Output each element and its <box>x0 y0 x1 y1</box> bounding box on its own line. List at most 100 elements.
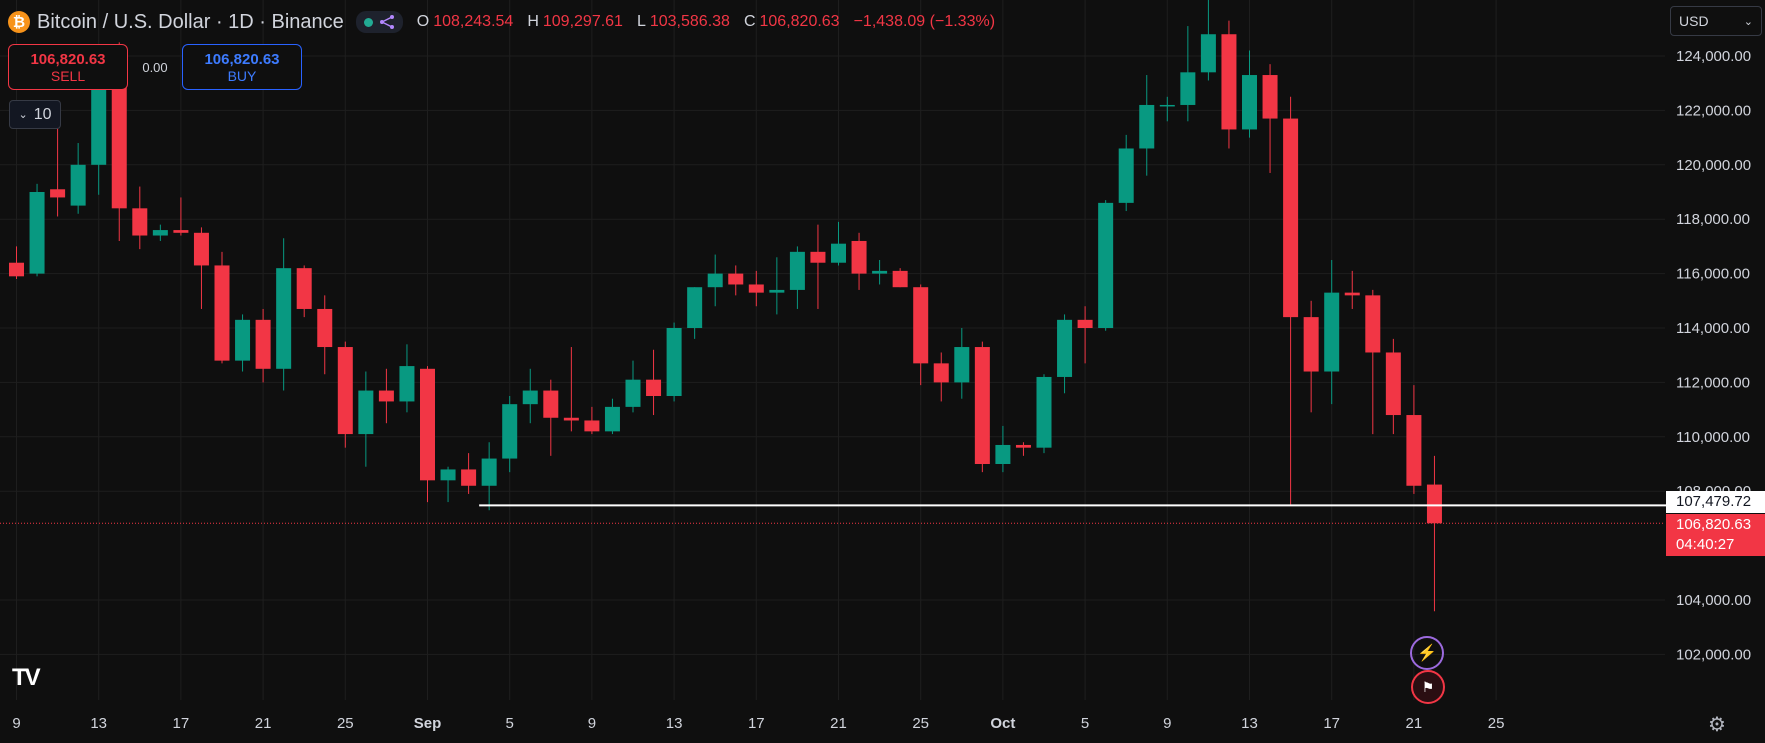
spread-value: 0.00 <box>142 59 168 75</box>
x-tick-label: 25 <box>337 715 354 732</box>
currency-select[interactable]: USD ⌄ <box>1670 6 1762 36</box>
candle-body <box>296 268 312 309</box>
candle-body <box>91 72 107 165</box>
quantity-value: 10 <box>33 105 52 123</box>
symbol-header: ₿ Bitcoin / U.S. Dollar · 1D · Binance O… <box>8 8 1005 36</box>
candle-body <box>1365 295 1381 353</box>
x-tick-label: Oct <box>990 715 1015 732</box>
y-tick-label: 114,000.00 <box>1676 320 1750 337</box>
ohlc-change: −1,438.09 (−1.33%) <box>853 13 996 30</box>
candle-body <box>111 72 127 209</box>
candle-body <box>1406 415 1422 486</box>
candle-body <box>687 287 703 328</box>
candle-body <box>461 469 477 486</box>
candle-body <box>584 420 600 432</box>
x-tick-label: 17 <box>1323 715 1340 732</box>
price-axis: 124,000.00 122,000.00 120,000.00 118,000.00… <box>1676 48 1751 663</box>
x-tick-label: 13 <box>90 715 107 732</box>
candle-body <box>954 347 970 383</box>
candle-body <box>193 232 209 266</box>
y-tick-label: 110,000.00 <box>1676 429 1750 446</box>
candle-body <box>440 469 456 481</box>
candle-body <box>625 379 641 407</box>
x-tick-label: 9 <box>1163 715 1171 732</box>
last-price-value: 106,820.63 <box>1676 516 1752 533</box>
sell-button[interactable]: 106,820.63 SELL <box>8 44 128 90</box>
candle-body <box>1057 319 1073 377</box>
last-price-label[interactable]: 106,820.63 04:40:27 <box>1666 514 1765 556</box>
candles <box>9 0 1442 612</box>
tradingview-logo-icon[interactable]: TV <box>12 664 41 691</box>
x-tick-label: 5 <box>506 715 514 732</box>
y-tick-label: 124,000.00 <box>1676 48 1751 65</box>
candle-body <box>378 390 394 402</box>
bitcoin-icon: ₿ <box>8 11 30 33</box>
x-tick-label: 13 <box>666 715 683 732</box>
candle-body <box>276 268 292 369</box>
candle-body <box>851 240 867 274</box>
candle-body <box>748 284 764 293</box>
candle-body <box>933 363 949 383</box>
symbol-title[interactable]: Bitcoin / U.S. Dollar · 1D · Binance <box>37 10 344 33</box>
share-icon <box>379 15 394 29</box>
candle-body <box>214 265 230 361</box>
lightning-event-icon[interactable]: ⚡ <box>1410 636 1444 670</box>
candle-body <box>1077 319 1093 328</box>
candle-body <box>522 390 538 405</box>
candle-body <box>152 230 168 236</box>
candle-body <box>666 328 682 396</box>
candle-body <box>892 270 908 288</box>
candle-body <box>173 230 189 233</box>
candle-body <box>1262 75 1278 119</box>
horizontal-line-price-label[interactable]: 107,479.72 <box>1666 491 1765 513</box>
candle-body <box>913 287 929 364</box>
gear-icon[interactable]: ⚙ <box>1708 714 1726 736</box>
candle-body <box>50 189 66 198</box>
ohlc-low-value: 103,586.38 <box>649 13 730 30</box>
candle-body <box>789 251 805 290</box>
x-tick-label: 17 <box>173 715 190 732</box>
candle-body <box>563 417 579 421</box>
candle-body <box>810 251 826 263</box>
candle-body <box>1426 484 1442 524</box>
y-tick-label: 120,000.00 <box>1676 157 1751 174</box>
candle-body <box>502 404 518 459</box>
candle-body <box>1159 104 1175 107</box>
candle-body <box>481 458 497 486</box>
x-tick-label: 25 <box>912 715 929 732</box>
ohlc-values: O 108,243.54 H 109,297.61 L 103,586.38 C 106… <box>417 13 1005 31</box>
x-tick-label: 25 <box>1488 715 1505 732</box>
candle-body <box>995 444 1011 464</box>
x-tick-label: 21 <box>1406 715 1423 732</box>
candle-body <box>728 273 744 285</box>
quantity-dropdown[interactable]: ⌄ 10 <box>9 100 61 129</box>
chevron-down-icon: ⌄ <box>1743 15 1753 28</box>
buy-button[interactable]: 106,820.63 BUY <box>182 44 302 90</box>
candle-body <box>707 273 723 288</box>
x-tick-label: 17 <box>748 715 765 732</box>
candle-body <box>831 243 846 263</box>
candle-body <box>1036 376 1052 448</box>
candle-body <box>1324 292 1340 372</box>
candle-body <box>769 289 785 293</box>
y-tick-label: 104,000.00 <box>1676 592 1751 609</box>
market-status-pill[interactable] <box>355 11 403 33</box>
candle-body <box>317 308 333 348</box>
candle-body <box>974 347 990 464</box>
ohlc-open-label: O <box>416 13 430 30</box>
ohlc-close-value: 106,820.63 <box>759 13 840 30</box>
candle-body <box>646 379 662 396</box>
candle-body <box>1098 202 1114 328</box>
ohlc-high-label: H <box>527 13 539 30</box>
time-axis: 9 13 17 21 25 Sep 5 9 13 17 21 25 Oct 5 9 13 17 21 25 <box>12 715 1504 732</box>
us-flag-event-icon[interactable]: ⚑ <box>1411 670 1445 704</box>
candle-body <box>399 366 415 402</box>
candle-body <box>255 319 271 369</box>
candle-body <box>358 390 374 435</box>
candle-body <box>70 164 86 206</box>
candle-body <box>132 208 148 236</box>
x-tick-label: 9 <box>588 715 596 732</box>
candle-body <box>235 319 251 361</box>
ohlc-low-label: L <box>636 13 646 30</box>
